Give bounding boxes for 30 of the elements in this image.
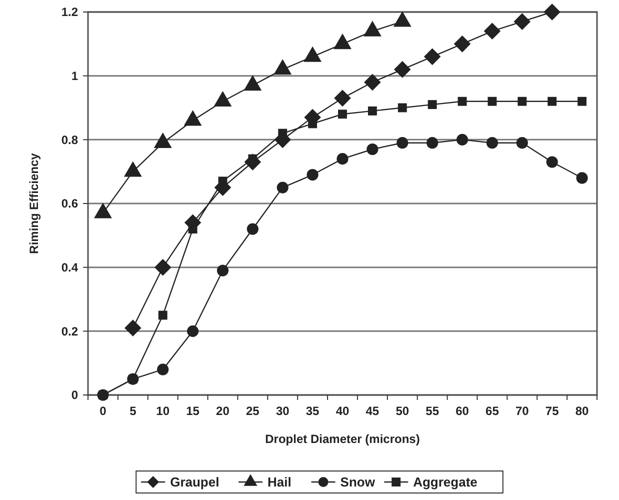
y-axis-title: Riming Efficiency [27,152,41,254]
y-tick-label: 0.6 [61,196,78,211]
x-tick-label: 0 [100,404,107,418]
legend-label: Snow [340,474,376,490]
x-tick-label: 30 [276,404,290,418]
legend-label: Aggregate [413,474,478,490]
y-tick-label: 0.4 [61,260,78,275]
x-tick-label: 65 [486,404,500,418]
x-tick-label: 70 [515,404,530,418]
legend-label: Hail [268,474,292,490]
x-tick-label: 25 [246,404,260,418]
y-tick-label: 0.8 [61,132,78,147]
x-tick-label: 5 [130,404,137,418]
x-tick-label: 55 [426,404,440,418]
x-tick-label: 40 [336,404,350,418]
x-axis-title: Droplet Diameter (microns) [265,432,420,446]
x-tick-label: 75 [545,404,560,418]
legend-label: Graupel [170,474,220,490]
x-tick-label: 35 [306,404,320,418]
y-tick-label: 1 [71,69,78,84]
y-tick-label: 1.2 [61,5,78,20]
x-tick-label: 15 [186,404,200,418]
x-tick-label: 45 [366,404,380,418]
x-tick-label: 20 [216,404,230,418]
x-tick-label: 80 [575,404,590,418]
x-tick-label: 50 [396,404,410,418]
y-tick-label: 0 [71,388,78,402]
x-tick-label: 60 [456,404,470,418]
y-tick-label: 0.2 [61,324,78,338]
x-tick-label: 10 [156,404,170,418]
